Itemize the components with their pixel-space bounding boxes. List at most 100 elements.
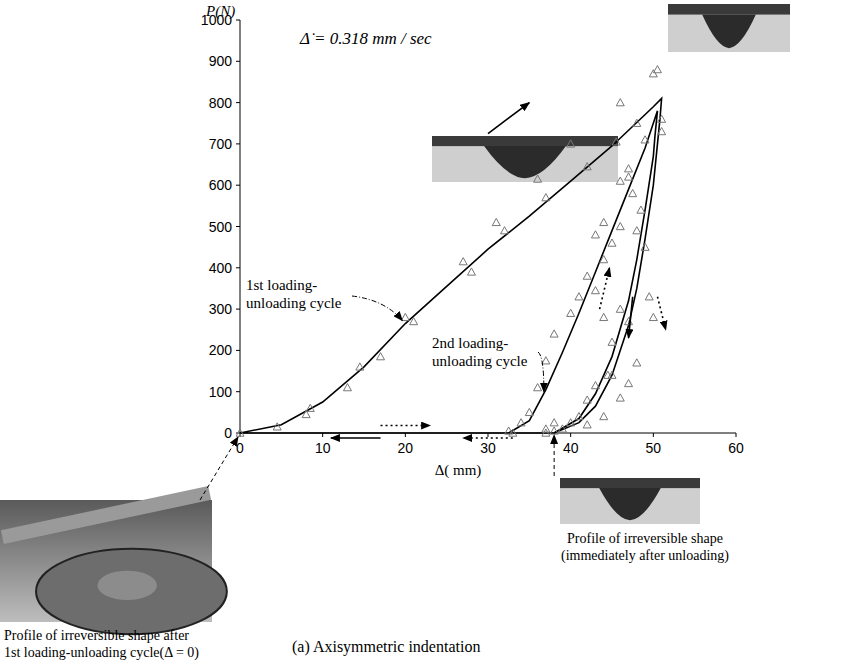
data-point (542, 194, 550, 201)
data-point (492, 218, 500, 225)
data-point (633, 227, 641, 234)
data-point (505, 427, 513, 434)
direction-arrow (381, 425, 431, 427)
data-point (550, 419, 558, 426)
data-point (550, 330, 558, 337)
y-tick (236, 185, 240, 186)
data-point (567, 419, 575, 426)
data-point (575, 412, 583, 419)
data-point (608, 239, 616, 246)
x-tick (736, 433, 737, 437)
photo-dent (668, 15, 756, 49)
photo-band (432, 136, 618, 146)
photo-band (668, 4, 790, 15)
data-point (534, 384, 542, 391)
x-tick (570, 433, 571, 437)
x-tick-label: 20 (398, 440, 414, 456)
data-point (641, 243, 649, 250)
data-point (401, 313, 409, 320)
photo-bg (560, 478, 700, 524)
data-point (600, 313, 608, 320)
x-tick (653, 433, 654, 437)
photo-ring (36, 549, 227, 634)
leader-line (554, 435, 555, 476)
data-point (542, 425, 550, 432)
y-tick-label: 800 (209, 95, 233, 111)
data-point (459, 258, 467, 265)
data-point (653, 66, 661, 73)
data-point (616, 177, 624, 184)
data-point (616, 305, 624, 312)
direction-arrow (488, 103, 529, 134)
y-tick (236, 102, 240, 103)
annotation: unloading cycle (432, 353, 528, 369)
x-tick-label: 0 (236, 440, 244, 456)
y-tick (236, 267, 240, 268)
y-tick-label: 900 (209, 53, 233, 69)
data-point (343, 384, 351, 391)
data-point (583, 272, 591, 279)
photo-dent (560, 488, 661, 520)
y-tick-label: 400 (209, 260, 233, 276)
y-tick (236, 61, 240, 62)
y-tick (236, 309, 240, 310)
direction-arrow (629, 297, 633, 338)
data-point (542, 357, 550, 364)
y-tick-label: 200 (209, 342, 233, 358)
direction-arrow (600, 268, 610, 309)
plot-area (236, 66, 666, 437)
direction-arrow (657, 297, 665, 330)
y-tick (236, 143, 240, 144)
data-point (591, 287, 599, 294)
data-point (616, 223, 624, 230)
y-tick-label: 500 (209, 219, 233, 235)
data-point (583, 396, 591, 403)
leader-line (352, 296, 402, 321)
annotation: Profile of irreversible shape (567, 531, 723, 546)
data-point (550, 427, 558, 434)
y-tick (236, 350, 240, 351)
data-point (517, 419, 525, 426)
data-point (600, 218, 608, 225)
data-point (583, 163, 591, 170)
data-point (600, 256, 608, 263)
photo (668, 4, 790, 52)
y-tick-label: 300 (209, 301, 233, 317)
data-point (534, 175, 542, 182)
annotation: Profile of irreversible shape after (4, 628, 189, 643)
photo-dent (432, 146, 566, 178)
data-point (356, 363, 364, 370)
x-tick-label: 40 (563, 440, 579, 456)
data-point (658, 115, 666, 122)
photo-bar (1, 486, 211, 544)
data-point (616, 99, 624, 106)
data-point (649, 70, 657, 77)
annotation: 1st loading-unloading cycle(Δ = 0) (4, 645, 199, 661)
y-tick-label: 700 (209, 136, 233, 152)
photo (432, 136, 618, 182)
data-point (467, 268, 475, 275)
y-tick-label: 100 (209, 384, 233, 400)
data-point (567, 140, 575, 147)
data-point (306, 404, 314, 411)
x-tick-label: 60 (728, 440, 744, 456)
data-point (236, 429, 244, 436)
data-point (649, 313, 657, 320)
data-point (629, 189, 637, 196)
model-curve (240, 98, 662, 433)
data-point (625, 379, 633, 386)
data-point (625, 165, 633, 172)
y-tick (236, 226, 240, 227)
data-point (558, 425, 566, 432)
photo-shape (98, 571, 157, 600)
annotation: 2nd loading- (432, 335, 508, 351)
annotation: unloading cycle (246, 295, 342, 311)
chart-title: (a) Axisymmetric indentation (292, 638, 480, 656)
photo (560, 478, 700, 524)
data-point (600, 412, 608, 419)
photo (0, 486, 227, 634)
data-point (575, 293, 583, 300)
y-tick (236, 20, 240, 21)
data-point (641, 136, 649, 143)
leader-line (200, 437, 238, 500)
